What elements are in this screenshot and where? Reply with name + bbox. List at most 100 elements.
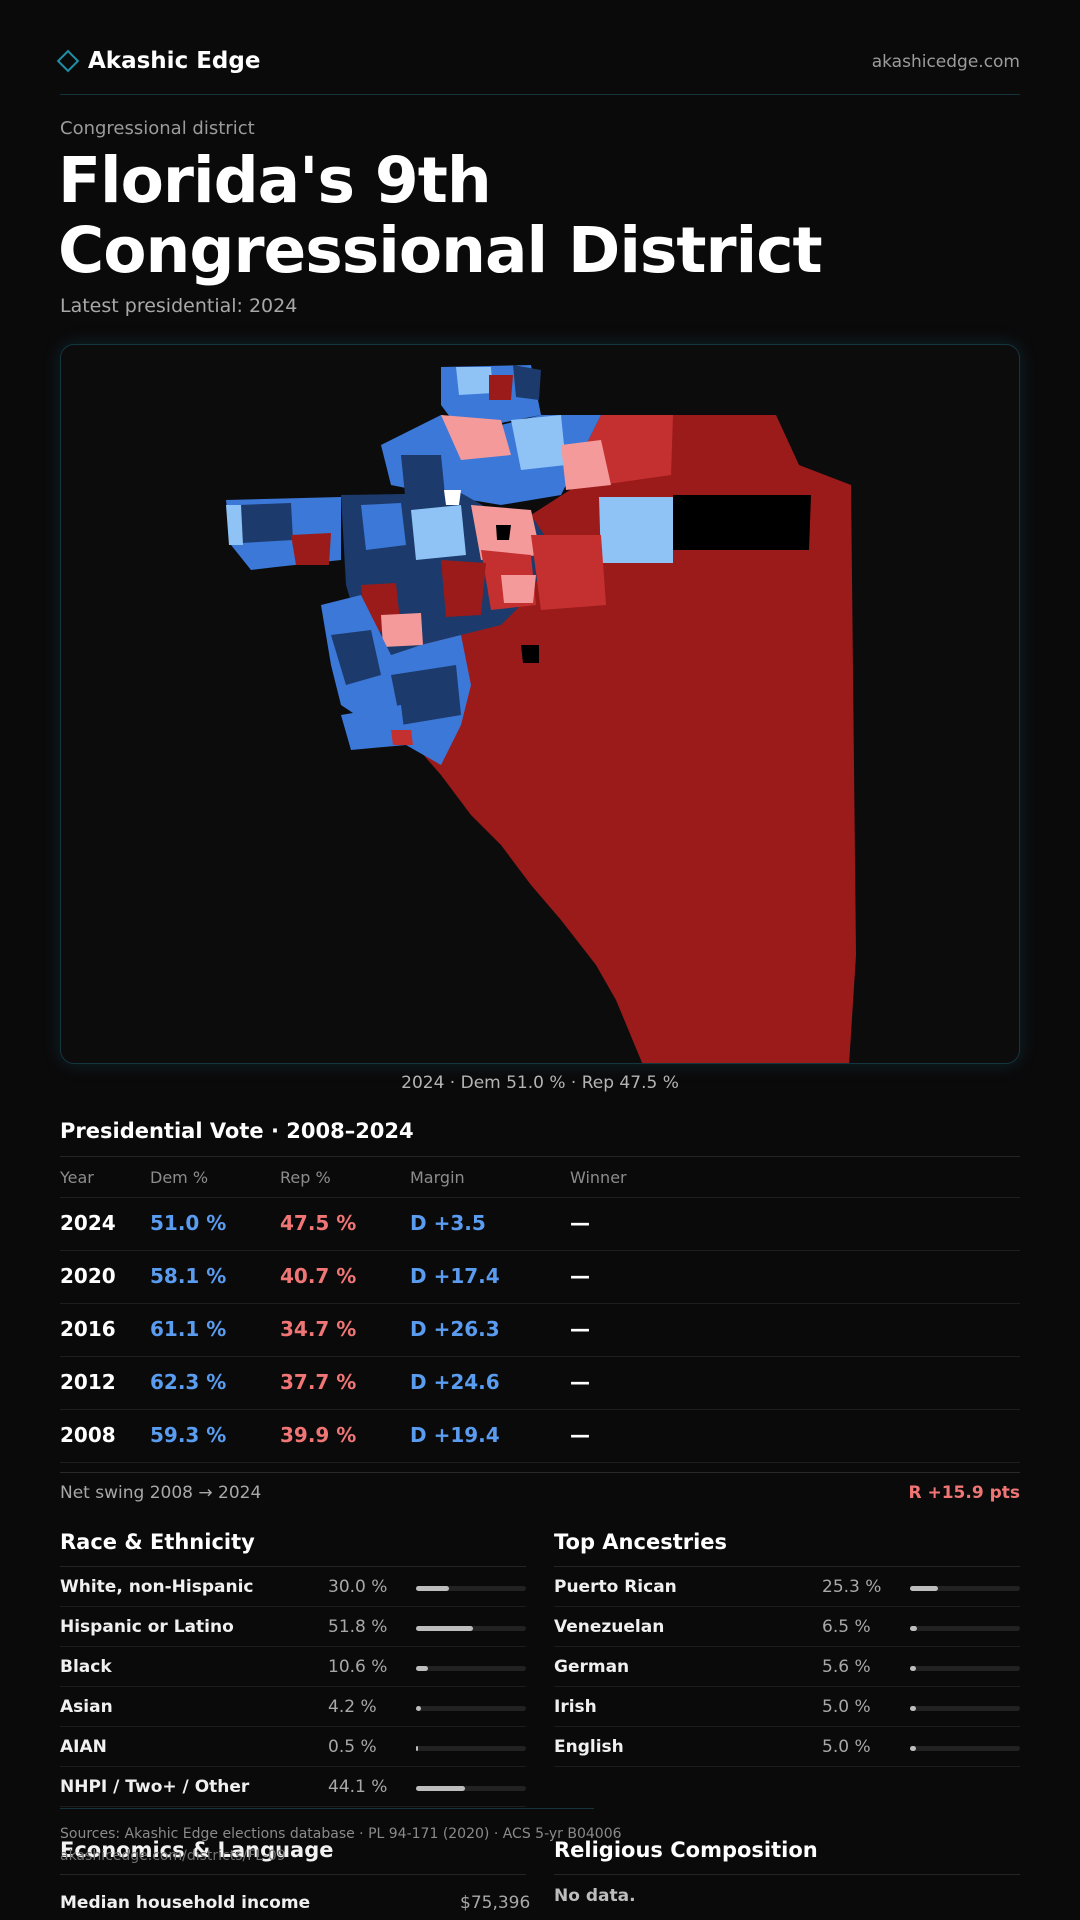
map-region: [441, 560, 486, 617]
race-bar-fill: [416, 1626, 473, 1631]
cell-year: 2020: [60, 1264, 116, 1288]
net-swing-value: R +15.9 pts: [908, 1483, 1020, 1503]
map-caption: 2024 · Dem 51.0 % · Rep 47.5 %: [401, 1073, 679, 1093]
cell-rep: 37.7 %: [280, 1370, 357, 1394]
race-pct: 44.1 %: [328, 1777, 388, 1797]
header-margin: Margin: [410, 1168, 465, 1187]
map-region: [411, 505, 466, 560]
table-row: 2024 51.0 % 47.5 % D +3.5 —: [60, 1198, 1020, 1251]
map-region: [561, 440, 611, 490]
map-region: [401, 455, 446, 505]
ancestry-name: German: [554, 1657, 630, 1677]
map-region: [391, 665, 461, 725]
race-name: AIAN: [60, 1737, 107, 1757]
ancestry-name: Irish: [554, 1697, 597, 1717]
cell-winner: —: [570, 1370, 590, 1394]
race-bar-fill: [416, 1786, 465, 1791]
religion-empty: No data.: [554, 1886, 636, 1906]
map-region: [501, 575, 536, 603]
ancestry-bar-track: [910, 1746, 1020, 1751]
divider: [554, 1566, 1020, 1567]
presidential-title: Presidential Vote · 2008–2024: [60, 1119, 414, 1143]
header-winner: Winner: [570, 1168, 627, 1187]
list-item: Hispanic or Latino 51.8 %: [60, 1607, 526, 1647]
cell-rep: 39.9 %: [280, 1423, 357, 1447]
map-region: [531, 535, 606, 610]
ancestry-bar-fill: [910, 1586, 938, 1591]
map-region: [361, 503, 406, 550]
map-region: [489, 375, 513, 400]
race-pct: 10.6 %: [328, 1657, 388, 1677]
diamond-icon: [56, 49, 80, 73]
map-region: [391, 730, 413, 745]
ancestry-bar-track: [910, 1626, 1020, 1631]
cell-rep: 40.7 %: [280, 1264, 357, 1288]
race-bar-track: [416, 1706, 526, 1711]
district-url[interactable]: akashicedge.com/districts/FL-09: [60, 1848, 286, 1864]
brand-name[interactable]: Akashic Edge: [88, 48, 261, 74]
header-rep: Rep %: [280, 1168, 331, 1187]
table-row: 2020 58.1 % 40.7 % D +17.4 —: [60, 1251, 1020, 1304]
race-bar-fill: [416, 1666, 428, 1671]
ancestry-bar-track: [910, 1706, 1020, 1711]
list-item: Puerto Rican 25.3 %: [554, 1567, 1020, 1607]
ancestry-pct: 6.5 %: [822, 1617, 871, 1637]
ancestry-pct: 5.0 %: [822, 1697, 871, 1717]
cell-dem: 61.1 %: [150, 1317, 227, 1341]
site-header: Akashic Edge akashicedge.com: [56, 48, 1020, 95]
divider: [60, 1156, 1020, 1157]
economics-title: Economics & Language: [60, 1838, 334, 1862]
brand-logo[interactable]: Akashic Edge: [56, 48, 261, 74]
table-row: 2012 62.3 % 37.7 % D +24.6 —: [60, 1357, 1020, 1410]
race-bar-fill: [416, 1746, 419, 1751]
map-region: [511, 415, 566, 470]
map-region: [341, 705, 406, 750]
district-map[interactable]: [60, 344, 1020, 1064]
map-region: [239, 503, 293, 543]
race-pct: 30.0 %: [328, 1577, 388, 1597]
map-region: [291, 533, 331, 565]
ancestry-bar-track: [910, 1666, 1020, 1671]
map-region: [444, 490, 461, 505]
ancestry-bar-fill: [910, 1746, 916, 1751]
ancestry-name: Puerto Rican: [554, 1577, 677, 1597]
map-region: [456, 367, 493, 395]
race-name: White, non-Hispanic: [60, 1577, 254, 1597]
race-bar-track: [416, 1586, 526, 1591]
cell-winner: —: [570, 1423, 590, 1447]
race-bar-track: [416, 1786, 526, 1791]
cell-margin: D +24.6: [410, 1370, 500, 1394]
page-title: Florida's 9th Congressional District: [58, 144, 823, 287]
precinct-map-svg[interactable]: [61, 345, 1019, 1063]
net-swing-label: Net swing 2008 → 2024: [60, 1483, 262, 1503]
page-subtitle: Latest presidential: 2024: [60, 295, 298, 317]
ancestry-bar-fill: [910, 1626, 918, 1631]
list-item: Venezuelan 6.5 %: [554, 1607, 1020, 1647]
page-kicker: Congressional district: [60, 118, 255, 139]
race-pct: 0.5 %: [328, 1737, 377, 1757]
map-region: [226, 505, 243, 545]
income-label: Median household income: [60, 1893, 311, 1913]
divider: [554, 1874, 1020, 1875]
map-region: [496, 525, 511, 540]
cell-winner: —: [570, 1211, 590, 1235]
map-region: [513, 365, 541, 400]
race-title: Race & Ethnicity: [60, 1530, 255, 1554]
ancestry-list: Puerto Rican 25.3 % Venezuelan 6.5 % Ger…: [554, 1567, 1020, 1767]
cell-margin: D +26.3: [410, 1317, 500, 1341]
header-dem: Dem %: [150, 1168, 209, 1187]
cell-year: 2012: [60, 1370, 116, 1394]
race-bar-fill: [416, 1586, 449, 1591]
race-name: Black: [60, 1657, 112, 1677]
list-item: NHPI / Two+ / Other 44.1 %: [60, 1767, 526, 1807]
race-bar-fill: [416, 1706, 421, 1711]
list-item: German 5.6 %: [554, 1647, 1020, 1687]
race-pct: 51.8 %: [328, 1617, 388, 1637]
table-header: Year Dem % Rep % Margin Winner: [60, 1157, 1020, 1198]
cell-winner: —: [570, 1317, 590, 1341]
cell-rep: 47.5 %: [280, 1211, 357, 1235]
cell-dem: 62.3 %: [150, 1370, 227, 1394]
footer-divider: [60, 1808, 594, 1809]
site-link[interactable]: akashicedge.com: [871, 52, 1020, 72]
net-swing-row: Net swing 2008 → 2024 R +15.9 pts: [60, 1472, 1020, 1507]
